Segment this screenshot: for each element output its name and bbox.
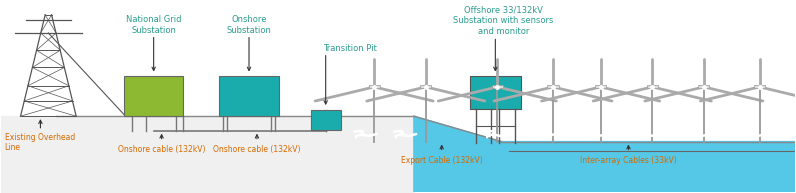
Text: Inter-array Cables (33kV): Inter-array Cables (33kV): [580, 156, 677, 165]
Bar: [754, 85, 765, 88]
Text: Existing Overhead
Line: Existing Overhead Line: [5, 133, 75, 152]
Bar: [595, 85, 607, 88]
Bar: [470, 76, 521, 109]
Bar: [492, 85, 503, 88]
Bar: [420, 85, 431, 88]
Text: National Grid
Substation: National Grid Substation: [126, 14, 181, 35]
Polygon shape: [414, 116, 795, 192]
Bar: [310, 110, 341, 130]
Text: Offshore 33/132kV
Substation with sensors
and monitor: Offshore 33/132kV Substation with sensor…: [453, 5, 553, 36]
Bar: [698, 85, 709, 88]
Bar: [369, 85, 380, 88]
Bar: [219, 76, 279, 116]
Text: Transition Pit: Transition Pit: [322, 44, 377, 53]
Text: Onshore cable (132kV): Onshore cable (132kV): [118, 145, 205, 154]
Text: Onshore
Substation: Onshore Substation: [227, 14, 271, 35]
Bar: [124, 76, 183, 116]
Text: Export Cable (132kV): Export Cable (132kV): [401, 156, 482, 165]
Bar: [548, 85, 559, 88]
Text: Onshore cable (132kV): Onshore cable (132kV): [213, 145, 301, 154]
Bar: [646, 85, 657, 88]
